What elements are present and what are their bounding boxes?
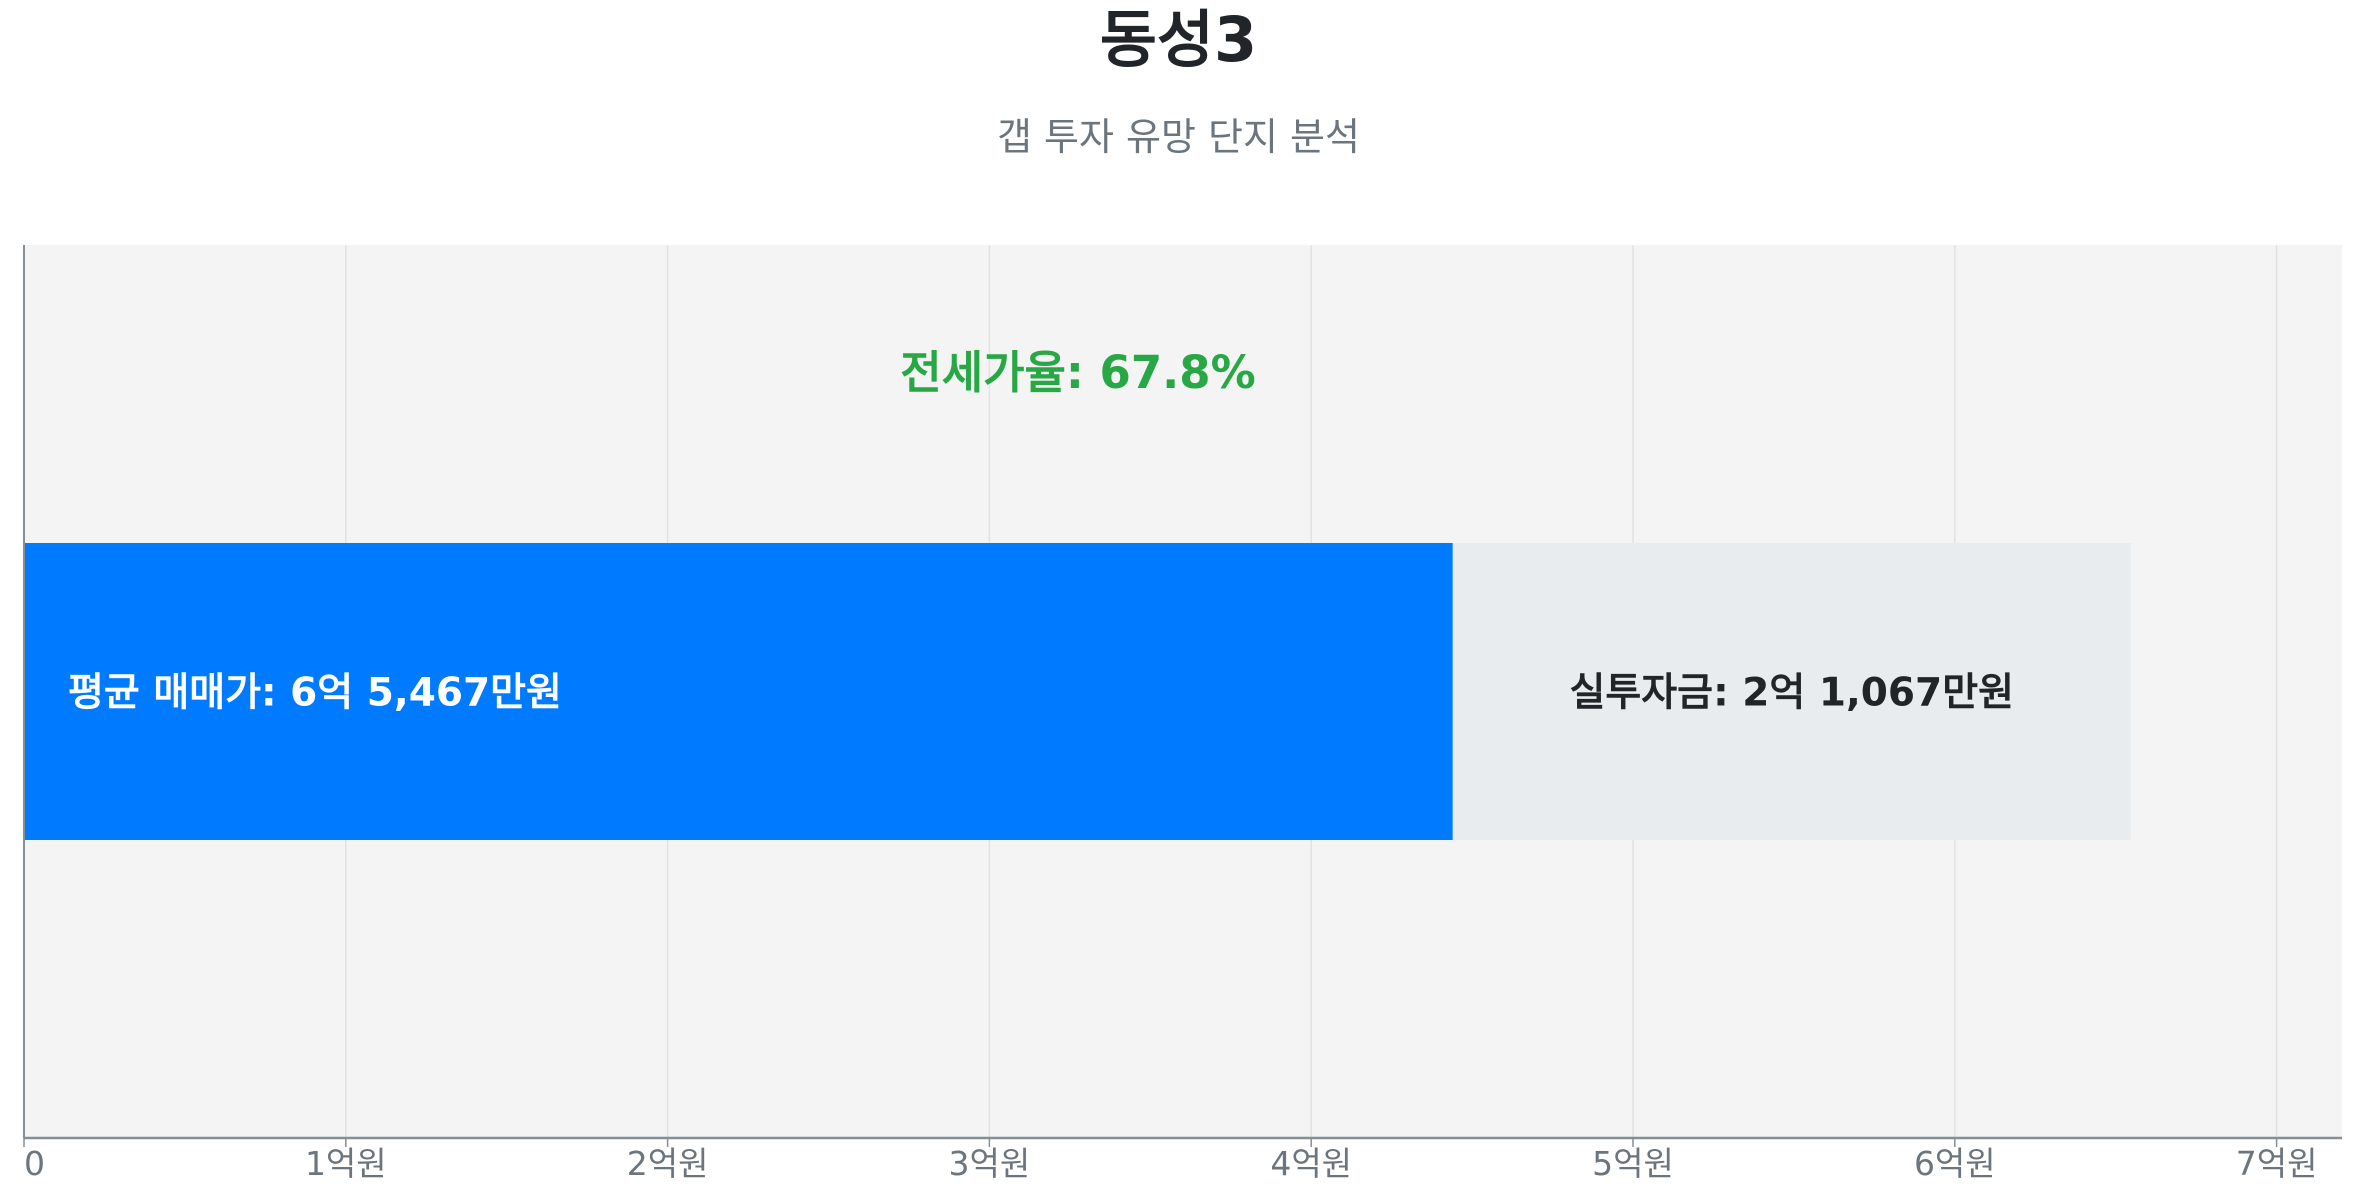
chart-subtitle: 갭 투자 유망 단지 분석 <box>997 115 1360 159</box>
tick-label: 2억원 <box>627 1144 709 1183</box>
tick-label: 0 <box>24 1144 45 1183</box>
label-sale-price: 평균 매매가: 6억 5,467만원 <box>68 671 562 716</box>
tick-label: 3억원 <box>949 1144 1031 1183</box>
chart-title: 동성3 <box>1099 3 1258 76</box>
tick-label: 7억원 <box>2236 1144 2318 1183</box>
tick-label: 1억원 <box>305 1144 387 1183</box>
tick-label: 6억원 <box>1914 1144 1996 1183</box>
bar-investment <box>1452 543 2131 840</box>
bar-sale-price <box>24 543 1453 840</box>
tick-label: 4억원 <box>1270 1144 1352 1183</box>
jeonse-ratio-annotation: 전세가율: 67.8% <box>900 346 1255 399</box>
tick-label: 5억원 <box>1592 1144 1674 1183</box>
label-investment: 실투자금: 2억 1,067만원 <box>1570 671 2014 716</box>
